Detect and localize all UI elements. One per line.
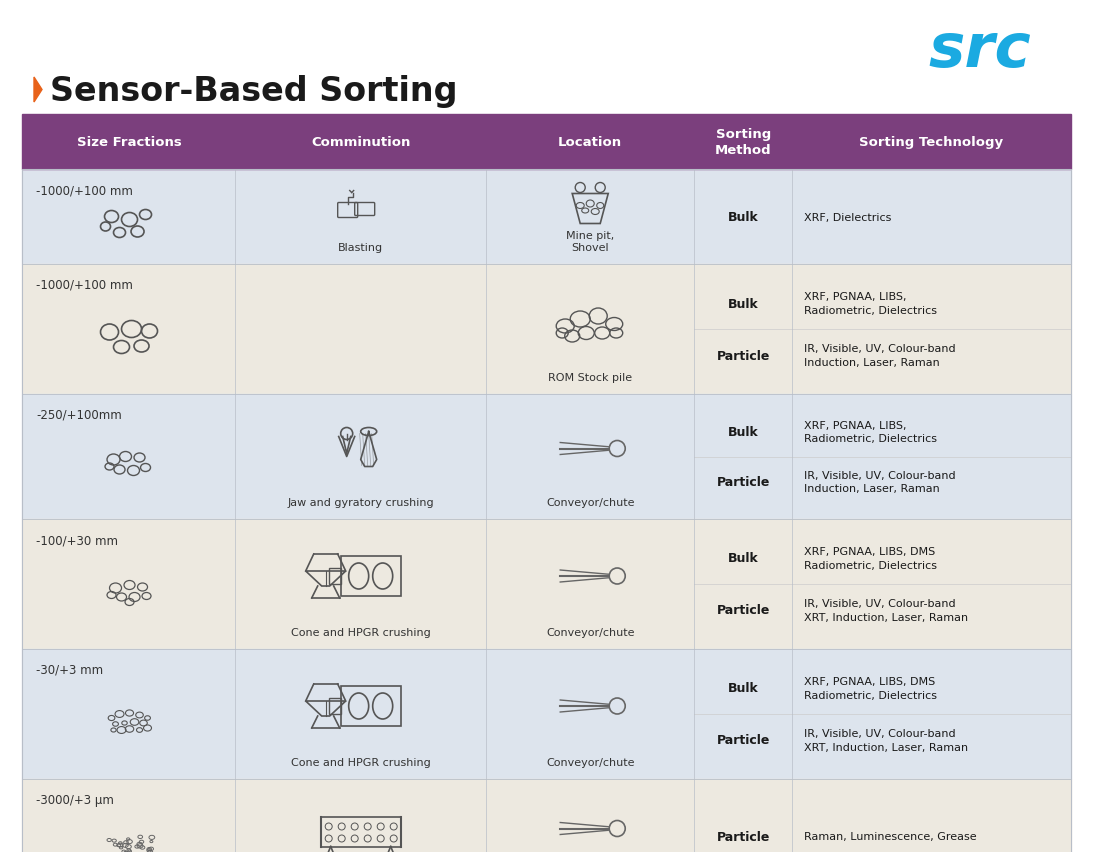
Text: Conveyor/chute: Conveyor/chute: [546, 498, 634, 508]
Text: Jaw and gyratory crushing: Jaw and gyratory crushing: [287, 498, 434, 508]
Text: -3000/+3 μm: -3000/+3 μm: [36, 793, 114, 806]
Text: Particle: Particle: [717, 604, 769, 617]
Text: -250/+100mm: -250/+100mm: [36, 408, 121, 422]
Text: Sorting Technology: Sorting Technology: [859, 135, 1002, 149]
Text: src: src: [929, 20, 1032, 79]
Bar: [22, 520, 1071, 649]
Text: Bulk: Bulk: [728, 682, 759, 694]
Bar: [22, 265, 1071, 394]
Bar: [341, 686, 401, 726]
Text: Comminution: Comminution: [312, 135, 410, 149]
Polygon shape: [34, 78, 42, 103]
Text: XRF, PGNAA, LIBS,
Radiometric, Dielectrics: XRF, PGNAA, LIBS, Radiometric, Dielectri…: [804, 292, 938, 315]
Text: -30/+3 mm: -30/+3 mm: [36, 663, 103, 676]
Text: Location: Location: [559, 135, 622, 149]
Bar: [320, 816, 401, 847]
Text: Bulk: Bulk: [728, 552, 759, 565]
Text: IR, Visible, UV, Colour-band
Induction, Laser, Raman: IR, Visible, UV, Colour-band Induction, …: [804, 344, 956, 367]
Text: Size Fractions: Size Fractions: [78, 135, 181, 149]
Text: Raman, Luminescence, Grease: Raman, Luminescence, Grease: [804, 832, 977, 842]
Bar: [22, 170, 1071, 265]
Text: -1000/+100 mm: -1000/+100 mm: [36, 184, 133, 197]
Text: Blasting: Blasting: [338, 243, 384, 253]
Bar: [22, 115, 1071, 170]
Text: Conveyor/chute: Conveyor/chute: [546, 627, 634, 637]
Text: XRF, PGNAA, LIBS,
Radiometric, Dielectrics: XRF, PGNAA, LIBS, Radiometric, Dielectri…: [804, 420, 938, 444]
Bar: [22, 394, 1071, 520]
Text: XRF, PGNAA, LIBS, DMS
Radiometric, Dielectrics: XRF, PGNAA, LIBS, DMS Radiometric, Diele…: [804, 547, 938, 570]
Text: Cone and HPGR crushing: Cone and HPGR crushing: [291, 627, 431, 637]
Text: XRF, Dielectrics: XRF, Dielectrics: [804, 212, 892, 222]
Text: IR, Visible, UV, Colour-band
XRT, Induction, Laser, Raman: IR, Visible, UV, Colour-band XRT, Induct…: [804, 728, 968, 751]
Text: Cone and HPGR crushing: Cone and HPGR crushing: [291, 757, 431, 767]
Text: Bulk: Bulk: [728, 425, 759, 439]
Bar: [22, 779, 1071, 852]
Text: Bulk: Bulk: [728, 210, 759, 224]
Text: ROM Stock pile: ROM Stock pile: [549, 372, 632, 383]
Bar: [22, 649, 1071, 779]
Text: Mine pit,
Shovel: Mine pit, Shovel: [566, 230, 614, 253]
Text: Particle: Particle: [717, 830, 769, 843]
Bar: [329, 698, 341, 714]
Text: IR, Visible, UV, Colour-band
XRT, Induction, Laser, Raman: IR, Visible, UV, Colour-band XRT, Induct…: [804, 599, 968, 622]
Text: Sorting
Method: Sorting Method: [715, 128, 772, 157]
Text: Bulk: Bulk: [728, 297, 759, 310]
Text: Particle: Particle: [717, 734, 769, 746]
Text: Particle: Particle: [717, 349, 769, 362]
Text: Sensor-Based Sorting: Sensor-Based Sorting: [50, 74, 458, 107]
Bar: [22, 170, 1071, 852]
Text: XRF, PGNAA, LIBS, DMS
Radiometric, Dielectrics: XRF, PGNAA, LIBS, DMS Radiometric, Diele…: [804, 676, 938, 699]
Bar: [341, 556, 401, 596]
Text: IR, Visible, UV, Colour-band
Induction, Laser, Raman: IR, Visible, UV, Colour-band Induction, …: [804, 470, 956, 493]
Bar: [329, 568, 341, 584]
Text: Particle: Particle: [717, 475, 769, 488]
Text: Conveyor/chute: Conveyor/chute: [546, 757, 634, 767]
Text: -1000/+100 mm: -1000/+100 mm: [36, 279, 133, 291]
Text: -100/+30 mm: -100/+30 mm: [36, 533, 118, 546]
